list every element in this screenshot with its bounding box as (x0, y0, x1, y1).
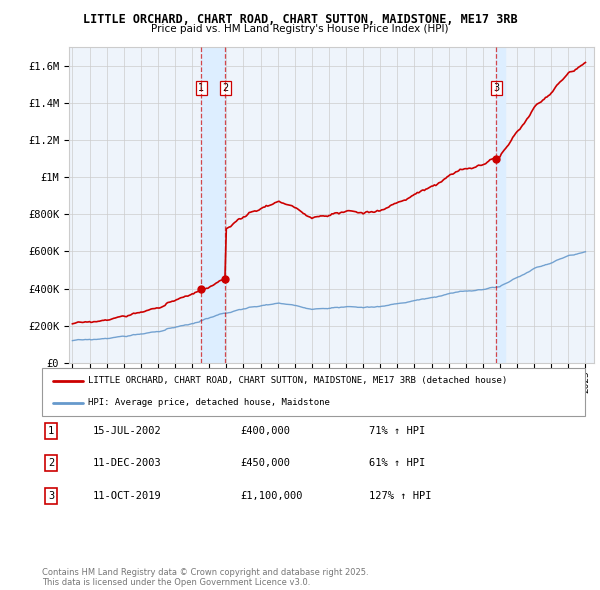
Text: 1: 1 (198, 83, 205, 93)
Text: HPI: Average price, detached house, Maidstone: HPI: Average price, detached house, Maid… (88, 398, 330, 407)
Text: 61% ↑ HPI: 61% ↑ HPI (369, 458, 425, 468)
Text: LITTLE ORCHARD, CHART ROAD, CHART SUTTON, MAIDSTONE, ME17 3RB (detached house): LITTLE ORCHARD, CHART ROAD, CHART SUTTON… (88, 376, 508, 385)
Text: LITTLE ORCHARD, CHART ROAD, CHART SUTTON, MAIDSTONE, ME17 3RB: LITTLE ORCHARD, CHART ROAD, CHART SUTTON… (83, 13, 517, 26)
Text: 15-JUL-2002: 15-JUL-2002 (93, 426, 162, 435)
Bar (202, 47, 226, 363)
Text: 2: 2 (223, 83, 229, 93)
Text: 2: 2 (48, 458, 54, 468)
Text: Contains HM Land Registry data © Crown copyright and database right 2025.
This d: Contains HM Land Registry data © Crown c… (42, 568, 368, 587)
Text: 11-OCT-2019: 11-OCT-2019 (93, 491, 162, 500)
Text: £450,000: £450,000 (240, 458, 290, 468)
Text: £400,000: £400,000 (240, 426, 290, 435)
Text: 71% ↑ HPI: 71% ↑ HPI (369, 426, 425, 435)
Text: £1,100,000: £1,100,000 (240, 491, 302, 500)
Text: 127% ↑ HPI: 127% ↑ HPI (369, 491, 431, 500)
Text: 11-DEC-2003: 11-DEC-2003 (93, 458, 162, 468)
Text: Price paid vs. HM Land Registry's House Price Index (HPI): Price paid vs. HM Land Registry's House … (151, 24, 449, 34)
Bar (496, 47, 505, 363)
Text: 3: 3 (493, 83, 499, 93)
Text: 1: 1 (48, 426, 54, 435)
Text: 3: 3 (48, 491, 54, 500)
